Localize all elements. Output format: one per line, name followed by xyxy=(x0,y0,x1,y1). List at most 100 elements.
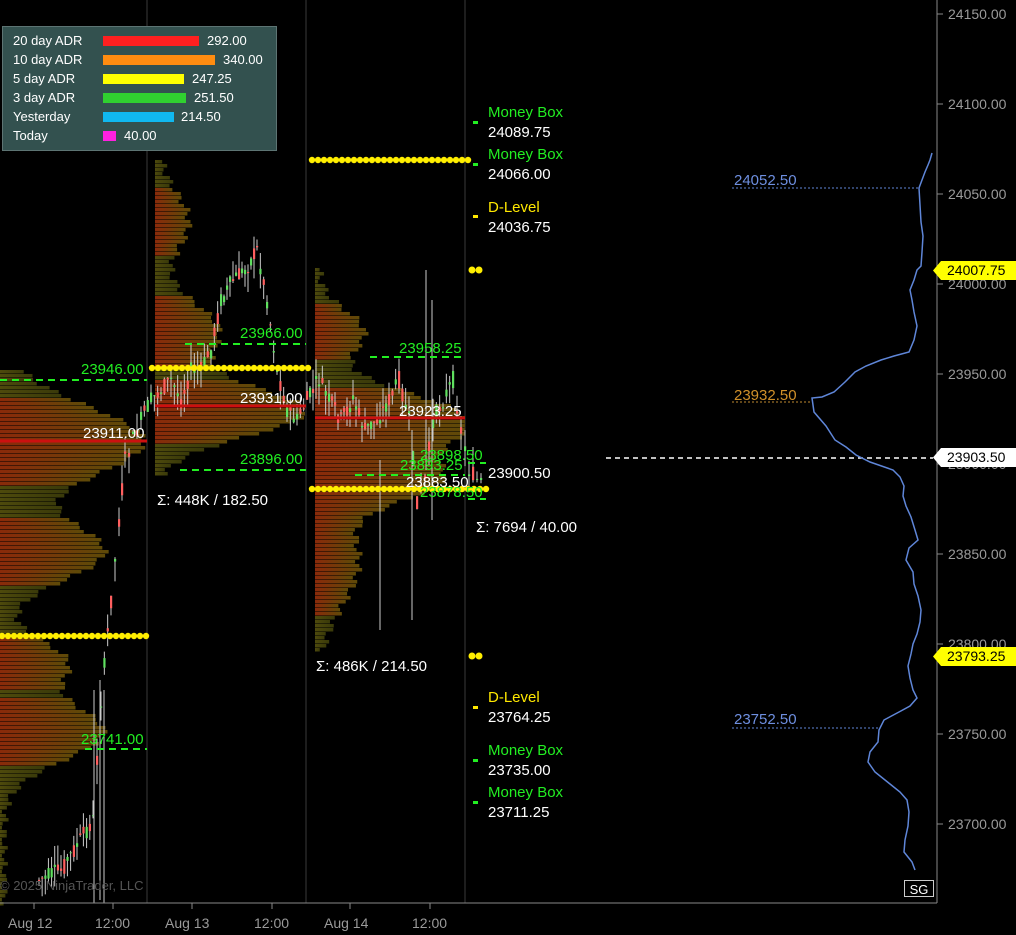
copyright-watermark: © 2025 NinjaTrader, LLC xyxy=(0,878,144,893)
profile-sum-label: Σ: 448K / 182.50 xyxy=(157,492,268,509)
profile-bar xyxy=(0,778,26,782)
level-dot xyxy=(468,266,476,274)
profile-bar xyxy=(0,734,101,738)
profile-bar xyxy=(0,402,87,406)
value-area-lines xyxy=(0,343,486,750)
profile-bar xyxy=(0,610,23,614)
level-dot xyxy=(214,364,222,372)
level-dot xyxy=(106,632,114,640)
profile-bar xyxy=(0,686,65,690)
level-tick xyxy=(473,215,478,218)
profile-bar xyxy=(155,320,213,324)
price-tick-label: 23750.00 xyxy=(948,726,1007,742)
profile-bar xyxy=(315,456,437,460)
profile-bar xyxy=(0,550,109,554)
profile-bar xyxy=(0,738,98,742)
profile-bar xyxy=(315,412,460,416)
candle-body xyxy=(435,404,438,418)
adr-label: 10 day ADR xyxy=(13,52,83,67)
profile-bar xyxy=(155,412,305,416)
level-dot xyxy=(326,156,334,164)
profile-bar xyxy=(0,866,3,870)
profile-bar xyxy=(0,626,28,630)
profile-bar xyxy=(315,636,325,640)
level-dot xyxy=(82,632,90,640)
level-dot xyxy=(28,632,36,640)
profile-bar xyxy=(315,600,346,604)
profile-bar xyxy=(315,524,363,528)
profile-bar xyxy=(0,882,2,886)
profile-bar xyxy=(155,172,163,176)
profile-bar xyxy=(315,320,360,324)
profile-bar xyxy=(315,372,362,376)
profile-bar xyxy=(315,596,351,600)
profile-bar xyxy=(315,452,443,456)
candle-body xyxy=(186,380,189,389)
profile-bar xyxy=(155,216,185,220)
candle-body xyxy=(50,868,53,878)
level-price: 24036.75 xyxy=(488,219,551,236)
adr-label: 5 day ADR xyxy=(13,71,76,86)
composite-low-label: 23752.50 xyxy=(734,711,797,728)
profile-bar xyxy=(155,168,164,172)
level-dot xyxy=(160,364,168,372)
profile-bar xyxy=(315,644,327,648)
profile-bar xyxy=(315,640,330,644)
level-dot xyxy=(428,485,436,493)
candle-body xyxy=(282,395,285,404)
level-dot xyxy=(332,156,340,164)
profile-bar xyxy=(315,444,447,448)
profile-bar xyxy=(0,806,7,810)
profile-bar xyxy=(0,414,111,418)
candle-body xyxy=(321,378,324,384)
profile-bar xyxy=(0,434,146,438)
level-dot xyxy=(244,364,252,372)
candle-body xyxy=(334,402,337,406)
money-box-level: Money Box 23711.25 xyxy=(488,783,563,823)
profile-bar xyxy=(0,426,130,430)
adr-row-5day: 5 day ADR 247.25 xyxy=(3,70,278,89)
candle-body xyxy=(76,843,79,847)
profile-bar xyxy=(0,510,62,514)
profile-bar xyxy=(155,196,182,200)
level-dot xyxy=(304,364,312,372)
sg-badge[interactable]: SG xyxy=(904,880,934,897)
candle-body xyxy=(82,826,85,834)
profile-bar xyxy=(0,886,2,890)
level-dot xyxy=(338,485,346,493)
current-session-price-label: 23900.50 xyxy=(488,465,551,482)
profile-bar xyxy=(0,570,82,574)
price-tick-label: 23700.00 xyxy=(948,816,1007,832)
level-dot xyxy=(356,156,364,164)
profile-bar xyxy=(315,304,342,308)
level-tick xyxy=(473,121,478,124)
level-dot xyxy=(356,485,364,493)
level-dot xyxy=(332,485,340,493)
candle-body xyxy=(346,406,349,416)
level-dot xyxy=(458,485,466,493)
profile-bar xyxy=(0,894,6,898)
candle-body xyxy=(216,313,219,325)
candle-body xyxy=(412,451,415,463)
profile-bar xyxy=(315,624,334,628)
profile-bar xyxy=(0,494,65,498)
profile-bar xyxy=(155,292,183,296)
profile-bar xyxy=(0,814,7,818)
level-tick xyxy=(473,163,478,166)
level-dot xyxy=(326,485,334,493)
profile-bar xyxy=(315,496,414,500)
profile-bar xyxy=(155,224,193,228)
profile-bar xyxy=(315,512,373,516)
profile-bar xyxy=(155,472,168,476)
candle-body xyxy=(367,423,370,426)
level-dot xyxy=(476,485,484,493)
price-tick-label: 24100.00 xyxy=(948,96,1007,112)
profile-bar xyxy=(0,578,68,582)
level-dot xyxy=(232,364,240,372)
profile-bar xyxy=(315,268,320,272)
profile-bar xyxy=(315,648,320,652)
candle-body xyxy=(309,387,312,398)
candle-body xyxy=(206,351,209,358)
profile-bar xyxy=(0,678,61,682)
